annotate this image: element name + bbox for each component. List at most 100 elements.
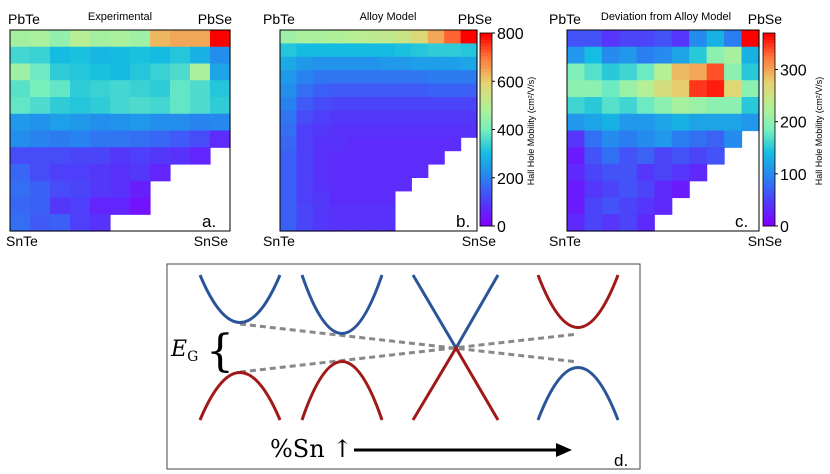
heatmap-cell xyxy=(689,97,708,115)
heatmap-cell xyxy=(190,30,211,48)
heatmap-cell xyxy=(362,43,380,58)
heatmap-cell xyxy=(280,123,298,138)
colorbar-tick-label: 600 xyxy=(497,74,524,91)
colorbar-segment xyxy=(480,197,492,201)
heatmap-cell xyxy=(394,83,412,98)
colorbar-segment xyxy=(763,55,775,60)
heatmap-cell xyxy=(689,113,708,132)
colorbar-segment xyxy=(480,97,492,102)
heatmap-cell xyxy=(170,97,191,115)
colorbar-segment xyxy=(763,139,775,143)
heatmap-cell xyxy=(567,30,586,48)
heatmap-cell xyxy=(394,137,412,152)
heatmap-cell xyxy=(345,123,363,138)
heatmap-cell xyxy=(312,43,330,58)
heatmap-cell xyxy=(329,56,347,71)
heatmap-cell xyxy=(619,214,638,232)
colorbar-segment xyxy=(763,68,775,73)
heatmap-cell xyxy=(312,217,330,232)
heatmap-cell xyxy=(90,30,111,48)
colorbar-segment xyxy=(480,103,492,108)
heatmap-cell xyxy=(50,30,71,48)
heatmap-cell xyxy=(345,110,363,125)
heatmap-cell xyxy=(362,150,380,165)
heatmap-cell xyxy=(706,80,725,98)
colorbar-segment xyxy=(480,148,492,153)
heatmap-cell xyxy=(296,70,314,85)
colorbar-segment xyxy=(480,123,492,127)
colorbar-segment xyxy=(480,36,492,40)
heatmap-cell xyxy=(296,30,314,44)
heatmap-cell xyxy=(394,123,412,138)
heatmap-cell xyxy=(636,30,655,48)
heatmap-cell xyxy=(345,150,363,165)
corner-label-pbte: PbTe xyxy=(8,11,40,27)
heatmap-cell xyxy=(10,63,31,81)
heatmap-cell xyxy=(724,63,743,81)
colorbar-segment xyxy=(480,155,492,159)
heatmap-cell xyxy=(70,164,91,182)
heatmap-cell xyxy=(50,63,71,81)
heatmap-cell xyxy=(601,30,620,48)
colorbar-segment xyxy=(480,113,492,118)
colorbar-segment xyxy=(480,129,492,134)
heatmap-cell xyxy=(619,180,638,199)
colorbar-segment xyxy=(480,135,492,140)
heatmap-cell xyxy=(10,130,31,148)
heatmap-cell xyxy=(280,43,298,58)
heatmap-cell xyxy=(110,113,131,132)
colorbar-segment xyxy=(480,222,492,227)
colorbar-b: 0 200 400 600 800 xyxy=(479,26,524,236)
heatmap-cell xyxy=(411,83,429,98)
heatmap-cell xyxy=(378,123,396,138)
colorbar-segment xyxy=(480,39,492,44)
colorbar-segment xyxy=(480,55,492,60)
heatmap-cell xyxy=(671,164,690,182)
heatmap-cell xyxy=(394,110,412,125)
heatmap-cell xyxy=(654,113,673,132)
heatmap-cell xyxy=(345,190,363,205)
heatmap-cell xyxy=(170,147,191,165)
colorbar-segment xyxy=(763,97,775,102)
valence-band xyxy=(198,371,282,421)
colorbar-segment xyxy=(763,129,775,134)
heatmap-cell xyxy=(427,123,445,138)
heatmap-cell xyxy=(280,83,298,98)
heatmap-cell xyxy=(584,180,603,199)
heatmap-cell xyxy=(654,80,673,98)
heatmap-cell xyxy=(150,80,171,98)
heatmap-cell xyxy=(362,83,380,98)
heatmap-cell xyxy=(345,30,363,44)
colorbar-segment xyxy=(480,187,492,192)
heatmap-cell xyxy=(411,70,429,85)
heatmap-cell xyxy=(130,113,151,132)
heatmap-cell xyxy=(280,150,298,165)
colorbar-segment xyxy=(480,174,492,179)
heatmap-cell xyxy=(110,63,131,81)
colorbar-segment xyxy=(480,94,492,98)
heatmap-cell xyxy=(362,164,380,178)
colorbar-segment xyxy=(480,45,492,50)
heatmap-cell xyxy=(50,197,71,215)
heatmap-cell xyxy=(30,63,51,81)
corner-label-snse: SnSe xyxy=(462,233,496,249)
heatmap-cell xyxy=(671,97,690,115)
heatmap-cell xyxy=(411,56,429,71)
colorbar-segment xyxy=(763,190,775,195)
gap-brace: { xyxy=(206,326,234,377)
heatmap-cell xyxy=(427,97,445,111)
heatmap-cell xyxy=(312,70,330,85)
heatmap-cell xyxy=(636,46,655,65)
heatmap-cell xyxy=(636,130,655,148)
heatmap-cell xyxy=(345,177,363,192)
heatmap-cell xyxy=(296,56,314,71)
heatmap-cell xyxy=(706,97,725,115)
heatmap-cell xyxy=(312,56,330,71)
heatmap-cell xyxy=(362,110,380,125)
heatmap-cell xyxy=(345,43,363,58)
colorbar-segment xyxy=(480,119,492,124)
colorbar-segment xyxy=(763,65,775,69)
colorbar-segment xyxy=(763,213,775,217)
colorbar-segment xyxy=(480,190,492,195)
colorbar-segment xyxy=(480,206,492,211)
